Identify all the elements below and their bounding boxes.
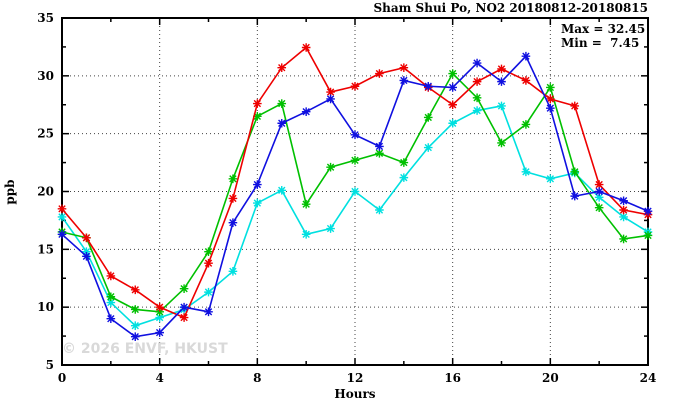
blue-series-markers <box>57 51 653 341</box>
y-tick-label: 10 <box>37 300 54 314</box>
y-axis-label: ppb <box>3 179 17 204</box>
x-tick-label: 20 <box>542 371 559 385</box>
x-tick-label: 8 <box>253 371 261 385</box>
tick-layer <box>61 17 649 366</box>
y-tick-label: 30 <box>37 69 54 83</box>
red-series <box>57 43 653 322</box>
chart-title: Sham Shui Po, NO2 20180812-20180815 <box>374 1 648 15</box>
y-tick-label: 20 <box>37 185 54 199</box>
y-tick-label: 5 <box>46 358 54 372</box>
y-tick-label: 25 <box>37 127 54 141</box>
series-layer <box>57 43 653 341</box>
x-tick-label: 24 <box>640 371 657 385</box>
x-tick-label: 0 <box>58 371 66 385</box>
x-tick-label: 4 <box>155 371 163 385</box>
blue-series <box>57 51 653 341</box>
y-tick-label: 15 <box>37 242 54 256</box>
x-tick-label: 16 <box>444 371 461 385</box>
tick-label-layer: 0 4 8 12 16 20 24 5 10 15 20 25 30 35 <box>37 11 656 385</box>
watermark: © 2026 ENVF, HKUST <box>62 341 228 357</box>
max-stat: Max = 32.45 <box>561 22 645 36</box>
x-tick-label: 12 <box>347 371 364 385</box>
y-tick-label: 35 <box>37 11 54 25</box>
x-axis-label: Hours <box>334 387 375 401</box>
red-series-markers <box>57 43 653 322</box>
min-stat: Min = 7.45 <box>561 36 639 50</box>
grid-layer <box>62 18 648 365</box>
